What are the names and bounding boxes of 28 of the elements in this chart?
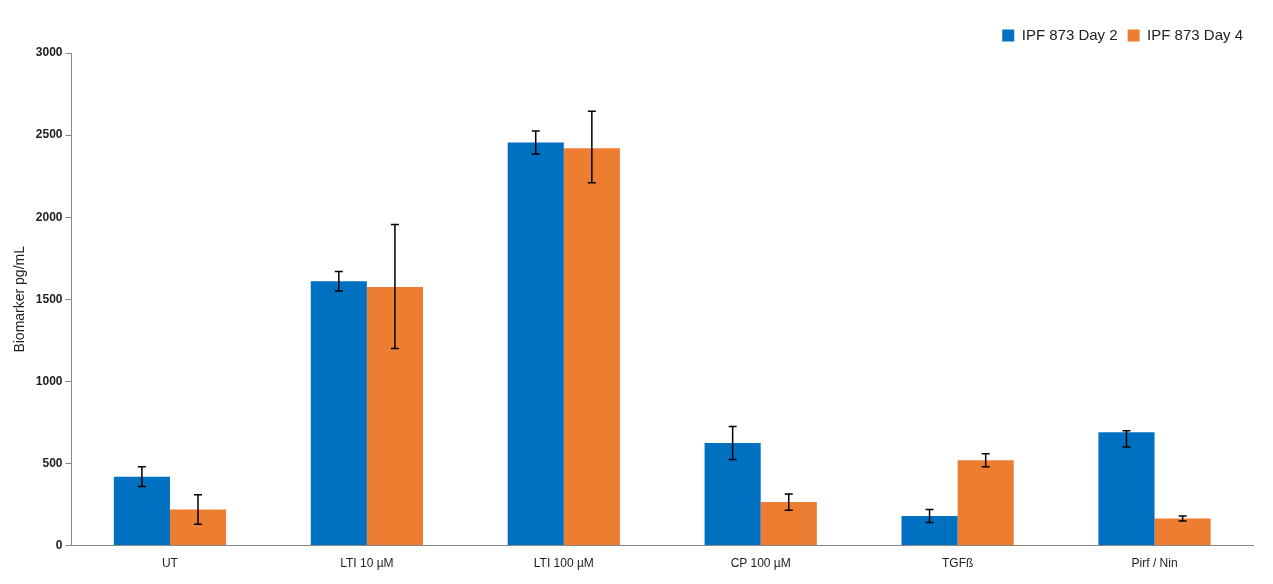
bar (704, 442, 761, 546)
y-tick-label: 2500 (35, 127, 63, 142)
y-tick-label: 1000 (35, 373, 63, 388)
x-tick-label: Pirf / Nin (1131, 556, 1178, 571)
bar (113, 476, 170, 546)
bar (1098, 432, 1155, 546)
x-tick-label: TGFß (941, 556, 974, 571)
legend-label: IPF 873 Day 4 (1147, 25, 1244, 43)
x-tick-label: UT (161, 556, 179, 571)
y-tick-label: 500 (42, 455, 63, 470)
bar (169, 509, 227, 546)
legend-label: IPF 873 Day 2 (1021, 25, 1118, 43)
bar (507, 142, 564, 546)
y-tick-label: 3000 (35, 45, 63, 60)
y-axis-title: Biomarker pg/mL (11, 245, 28, 353)
bar (310, 281, 367, 546)
y-tick-label: 0 (55, 537, 63, 552)
bar (760, 502, 817, 546)
bar (563, 148, 620, 546)
y-tick-label: 2000 (35, 209, 63, 224)
bar (366, 286, 423, 546)
y-tick-label: 1500 (35, 291, 63, 306)
x-tick-label: LTI 10 µM (340, 556, 394, 571)
bar (1154, 518, 1211, 546)
x-tick-label: LTI 100 µM (533, 556, 594, 571)
x-tick-label: CP 100 µM (730, 556, 791, 571)
bar (901, 516, 958, 546)
bar (957, 460, 1014, 546)
